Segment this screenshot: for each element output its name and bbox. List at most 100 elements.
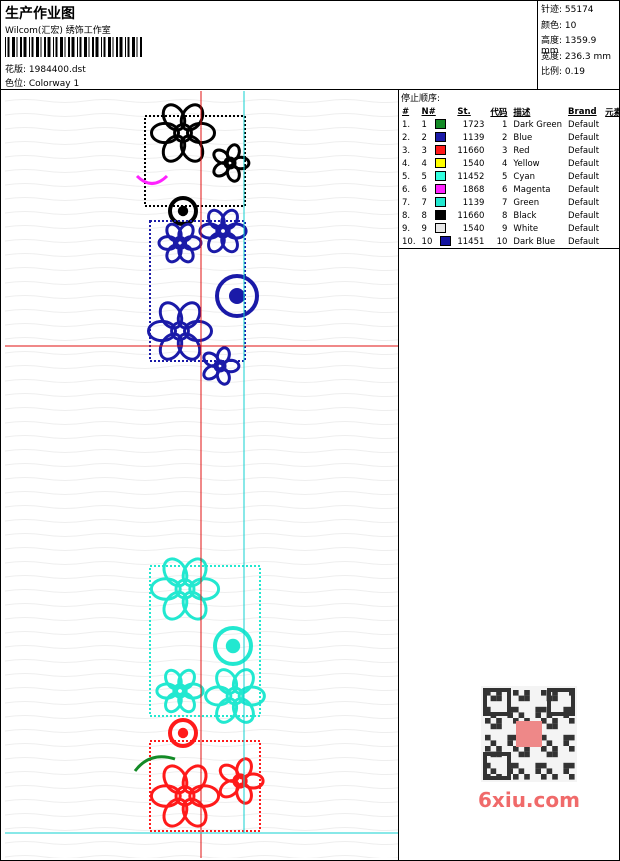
bar <box>64 37 66 57</box>
color-row: 10. 10 11451 10 Dark Blue Default <box>399 235 620 248</box>
background-wave <box>5 701 398 705</box>
petal <box>212 148 231 165</box>
column-header: Brand <box>568 106 597 117</box>
qr-module <box>552 751 558 758</box>
qr-module <box>552 746 558 752</box>
stitches: 1868 <box>462 184 485 195</box>
petal <box>241 772 265 790</box>
qr-module <box>569 762 575 769</box>
background-wave <box>5 225 398 229</box>
color-row: 5. 5 11452 5 Cyan Default <box>399 170 620 183</box>
index: 10. <box>402 236 416 247</box>
qr-module <box>513 774 519 780</box>
background-wave <box>5 673 398 677</box>
code: 9 <box>502 223 508 234</box>
needle: 2 <box>419 131 455 144</box>
background-wave <box>5 855 398 858</box>
description: Cyan <box>513 171 535 182</box>
divider <box>398 90 399 860</box>
qr-module <box>546 723 553 730</box>
needle: 3 <box>419 144 455 157</box>
background-wave <box>5 211 398 215</box>
qr-module <box>485 690 491 696</box>
background-wave <box>5 253 398 257</box>
qr-finder <box>483 688 511 716</box>
column-header: # <box>402 106 410 117</box>
design-preview <box>5 91 398 858</box>
barcode <box>5 37 142 57</box>
bar <box>53 37 54 57</box>
qr-module <box>485 718 491 724</box>
petal <box>215 346 231 366</box>
column-header: 代码 <box>490 107 508 118</box>
stat: 颜色: 10 <box>541 20 577 31</box>
background-wave <box>5 435 398 439</box>
petal <box>235 782 253 805</box>
background-wave <box>5 631 398 635</box>
background-wave <box>5 421 398 425</box>
background-wave <box>5 127 398 131</box>
description: Yellow <box>513 158 540 169</box>
qr-module <box>524 751 530 758</box>
bar <box>136 37 138 57</box>
bar <box>36 37 39 57</box>
background-wave <box>5 295 398 299</box>
background-wave <box>5 309 398 313</box>
bar <box>88 37 90 57</box>
brand: Default <box>568 132 600 143</box>
bar <box>140 37 142 57</box>
background-wave <box>5 99 398 103</box>
bar <box>23 37 27 57</box>
qr-module <box>563 762 569 769</box>
bar <box>7 37 10 57</box>
background-wave <box>5 169 398 173</box>
index: 1. <box>402 119 411 130</box>
qr-module <box>563 740 569 746</box>
needle: 5 <box>419 170 455 183</box>
flower-center <box>232 773 248 789</box>
swatch <box>434 171 446 182</box>
brand: Default <box>568 210 600 221</box>
qr-module <box>569 734 575 741</box>
color-table-panel: 停止顺序: # N# St. 代码 描述 Brand 元素 1. 1 1723 1 Dark Gree… <box>399 90 620 249</box>
qr-module <box>535 712 541 718</box>
swatch <box>434 197 446 208</box>
qr-module <box>541 774 547 780</box>
flower-center <box>170 321 190 341</box>
background-wave <box>5 589 398 593</box>
needle-number: 5 <box>421 171 427 182</box>
flower-center <box>174 578 196 600</box>
description: Magenta <box>513 184 551 195</box>
petal <box>225 163 241 183</box>
index: 3. <box>402 145 411 156</box>
ring-dot <box>225 638 241 654</box>
background-wave <box>5 729 398 733</box>
lace <box>149 220 246 362</box>
color-row: 3. 3 11660 3 Red Default <box>399 144 620 157</box>
petal <box>202 351 221 368</box>
swatch <box>440 236 452 247</box>
petal <box>225 143 241 163</box>
petal <box>218 779 240 799</box>
bar <box>40 37 42 57</box>
title: 生产作业图 <box>5 6 75 22</box>
background-wave <box>5 841 398 845</box>
brand: Default <box>568 145 600 156</box>
code: 5 <box>502 171 508 182</box>
qr-module <box>496 746 502 752</box>
stat: 比例: 0.19 <box>541 67 585 77</box>
swatch <box>434 158 446 169</box>
qr-module <box>513 762 519 769</box>
background-wave <box>5 239 398 243</box>
qr-module <box>524 690 530 696</box>
background-wave <box>5 505 398 509</box>
ring-dot <box>177 205 189 217</box>
background-wave <box>5 491 398 495</box>
code: 6 <box>502 184 508 195</box>
flower-center <box>223 156 237 170</box>
colorway: 色位: Colorway 1 <box>5 79 80 89</box>
background-wave <box>5 197 398 201</box>
needle-number: 6 <box>421 184 427 195</box>
qr-module <box>490 695 497 702</box>
